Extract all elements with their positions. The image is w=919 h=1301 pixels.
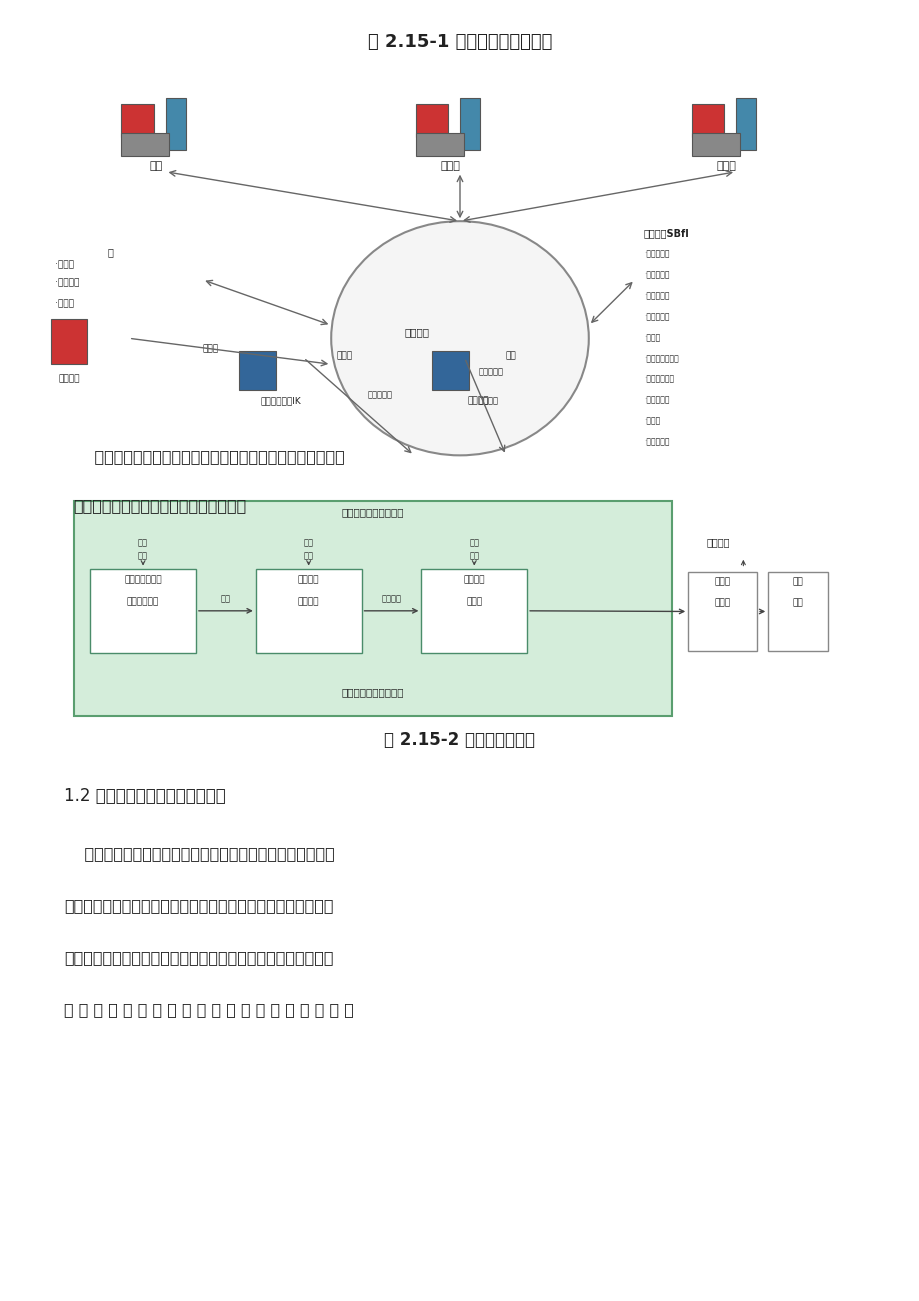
Text: 加网: 加网 — [505, 351, 516, 360]
Text: 设计人: 设计人 — [716, 161, 736, 172]
Text: 因特网: 因特网 — [336, 351, 353, 360]
Text: 监理人: 监理人 — [440, 161, 460, 172]
Text: 执行: 执行 — [303, 539, 313, 548]
Text: 执行: 执行 — [138, 539, 148, 548]
FancyBboxPatch shape — [767, 572, 827, 650]
Text: 业主: 业主 — [792, 578, 802, 587]
Text: 层: 层 — [108, 247, 113, 258]
Text: ·总经理: ·总经理 — [55, 260, 74, 269]
Text: ·合同管理部: ·合同管理部 — [643, 291, 669, 301]
Text: 决策: 决策 — [303, 552, 313, 561]
FancyBboxPatch shape — [691, 133, 739, 156]
Text: ·设计管理部: ·设计管理部 — [643, 271, 669, 280]
Text: 相关方可根据权限随时实时收看。如下图所示。利用信息管理系: 相关方可根据权限随时实时收看。如下图所示。利用信息管理系 — [64, 950, 334, 965]
Text: 决策层: 决策层 — [466, 597, 482, 606]
Text: 统 建 立 工 程 质 量 、 安 全 等 风 险 预 警 信 息 向 主 要: 统 建 立 工 程 质 量 、 安 全 等 风 险 预 警 信 息 向 主 要 — [64, 1002, 354, 1017]
Text: 地传递给干系单位和人员。如下图所示。: 地传递给干系单位和人员。如下图所示。 — [74, 498, 246, 514]
FancyBboxPatch shape — [255, 569, 361, 653]
Text: 图 2.15-2 信息反馈系统图: 图 2.15-2 信息反馈系统图 — [384, 731, 535, 749]
Text: ·总工程师: ·总工程师 — [55, 278, 79, 288]
FancyBboxPatch shape — [90, 569, 196, 653]
Text: 公司总部: 公司总部 — [58, 375, 80, 384]
Text: 视频监控: 视频监控 — [478, 397, 498, 406]
Text: ·物资设备部: ·物资设备部 — [643, 396, 669, 405]
Text: ·财务部: ·财务部 — [643, 416, 660, 425]
FancyBboxPatch shape — [121, 104, 153, 137]
FancyBboxPatch shape — [415, 104, 448, 137]
FancyBboxPatch shape — [74, 501, 671, 716]
FancyBboxPatch shape — [421, 569, 527, 653]
FancyBboxPatch shape — [239, 351, 276, 390]
Text: 网络扫描仪: 网络扫描仪 — [368, 390, 392, 399]
Text: ·副总理: ·副总理 — [55, 299, 74, 308]
FancyBboxPatch shape — [415, 133, 463, 156]
Text: 指令: 指令 — [469, 552, 479, 561]
FancyBboxPatch shape — [460, 98, 480, 150]
Text: 信息反馈系统，收集的信息及时处理，并将信息准确、完整: 信息反馈系统，收集的信息及时处理，并将信息准确、完整 — [74, 449, 344, 464]
Text: 1.2 建立远程视频监控、监测系统: 1.2 建立远程视频监控、监测系统 — [64, 787, 226, 805]
Text: 百日前、分包IK: 百日前、分包IK — [260, 397, 301, 406]
Text: 施报告: 施报告 — [714, 598, 730, 608]
Text: 标段项目部、分: 标段项目部、分 — [124, 575, 162, 584]
Text: 各供应商: 各供应商 — [467, 397, 489, 406]
Text: 工点施工现场安装远程视频监控系统，接入信息管理系统，各级: 工点施工现场安装远程视频监控系统，接入信息管理系统，各级 — [64, 898, 334, 913]
Text: 网络复印机: 网络复印机 — [478, 367, 503, 376]
Text: 发布指令: 发布指令 — [706, 537, 730, 548]
Text: ·前期工程部: ·前期工程部 — [643, 250, 669, 259]
Text: 信息共享、统计、分析: 信息共享、统计、分析 — [341, 507, 403, 518]
FancyBboxPatch shape — [432, 351, 469, 390]
FancyBboxPatch shape — [687, 572, 756, 650]
Text: 职能部门: 职能部门 — [298, 597, 319, 606]
Text: 专题报告: 专题报告 — [381, 595, 401, 604]
Text: 工程实: 工程实 — [714, 578, 730, 587]
Text: 项目公司: 项目公司 — [298, 575, 319, 584]
Text: 图 2.15-1 信息管理系统示意图: 图 2.15-1 信息管理系统示意图 — [368, 33, 551, 51]
Text: ·信息化管理部: ·信息化管理部 — [643, 375, 674, 384]
FancyBboxPatch shape — [121, 133, 169, 156]
Text: 因特网: 因特网 — [202, 345, 219, 354]
Text: 包商、供应商: 包商、供应商 — [127, 597, 159, 606]
Text: 决策: 决策 — [138, 552, 148, 561]
Text: 发布: 发布 — [469, 539, 479, 548]
Text: 报表: 报表 — [221, 595, 231, 604]
Text: ·安全班里环保部: ·安全班里环保部 — [643, 354, 678, 363]
Text: 为掌握工程施工形象进度，监督施工过程质量和安全，在各: 为掌握工程施工形象进度，监督施工过程质量和安全，在各 — [64, 846, 335, 861]
Text: 业主: 业主 — [150, 161, 163, 172]
Text: ·综合管理部: ·综合管理部 — [643, 437, 669, 446]
Text: 监理: 监理 — [792, 598, 802, 608]
Text: ·工检管理部: ·工检管理部 — [643, 312, 669, 321]
FancyBboxPatch shape — [735, 98, 755, 150]
FancyBboxPatch shape — [165, 98, 186, 150]
Text: ·机电部: ·机电部 — [643, 333, 660, 342]
FancyBboxPatch shape — [51, 319, 87, 364]
Text: 统计、归纳、分析信息: 统计、归纳、分析信息 — [341, 687, 403, 697]
Ellipse shape — [331, 221, 588, 455]
Text: 项目公司SBfl: 项目公司SBfl — [643, 228, 689, 238]
FancyBboxPatch shape — [691, 104, 723, 137]
Text: 信息中心: 信息中心 — [404, 327, 429, 337]
Text: 项目公司: 项目公司 — [463, 575, 484, 584]
